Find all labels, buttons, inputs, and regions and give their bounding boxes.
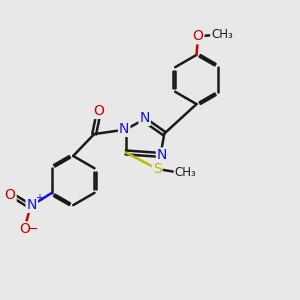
Text: N: N — [119, 122, 129, 136]
Text: O: O — [20, 223, 30, 236]
Text: O: O — [5, 188, 16, 202]
Text: O: O — [193, 29, 203, 43]
Text: CH₃: CH₃ — [211, 28, 233, 41]
Text: O: O — [93, 104, 104, 118]
Text: N: N — [27, 198, 37, 212]
Text: N: N — [157, 148, 167, 163]
Text: S: S — [153, 162, 162, 176]
Text: −: − — [28, 223, 38, 236]
Text: +: + — [35, 193, 43, 203]
Text: N: N — [140, 111, 150, 125]
Text: CH₃: CH₃ — [175, 166, 196, 179]
